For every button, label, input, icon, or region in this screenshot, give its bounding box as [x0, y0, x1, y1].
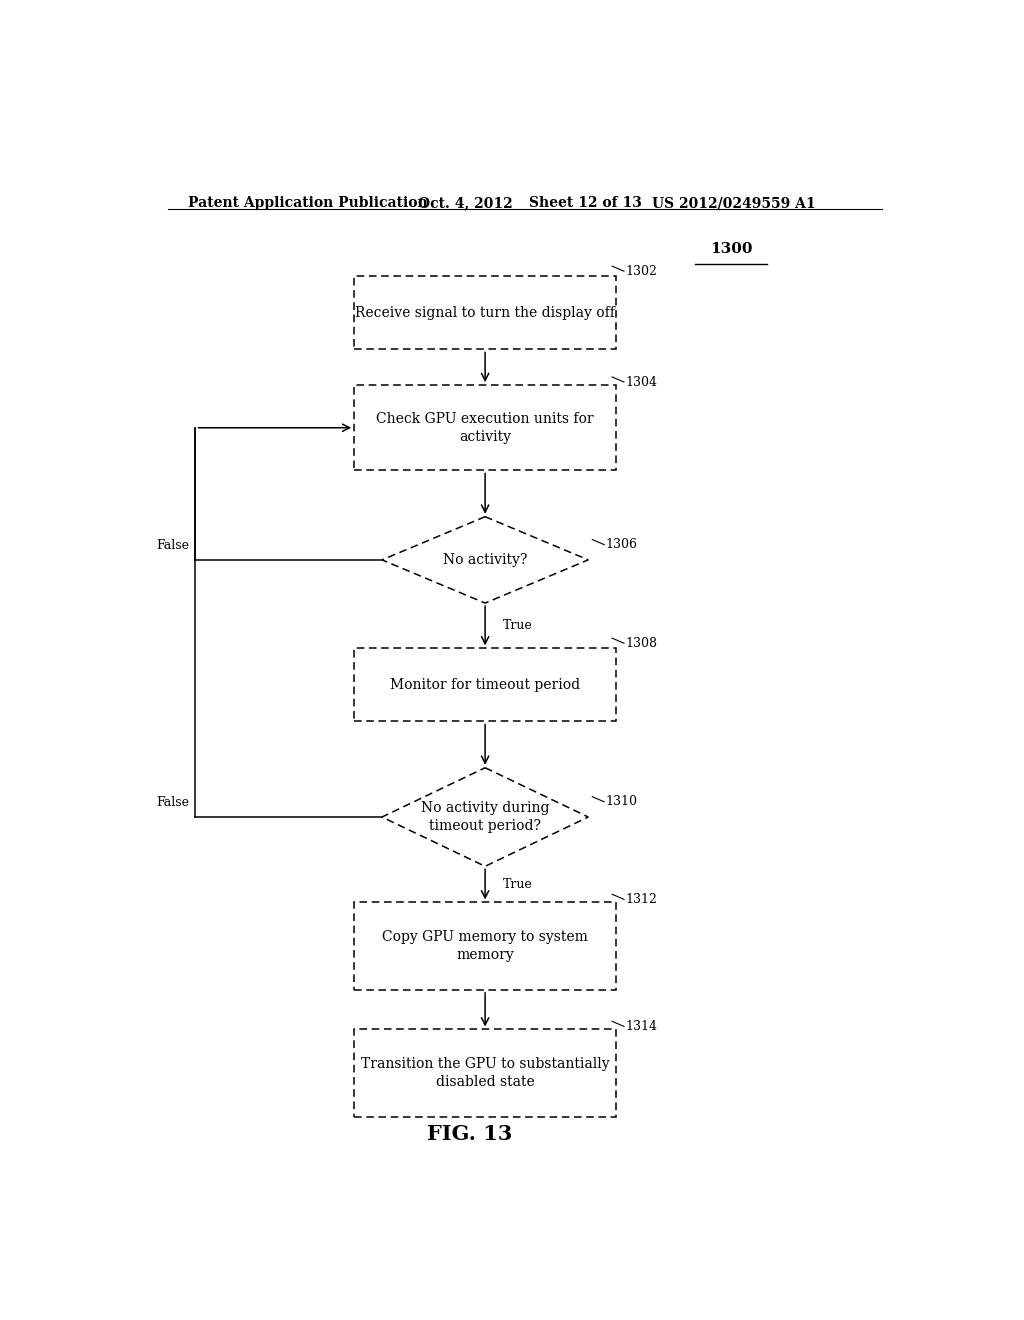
Text: 1302: 1302	[626, 265, 657, 277]
Text: Copy GPU memory to system
memory: Copy GPU memory to system memory	[382, 929, 588, 962]
FancyBboxPatch shape	[354, 1030, 616, 1117]
Text: True: True	[503, 878, 532, 891]
Text: US 2012/0249559 A1: US 2012/0249559 A1	[652, 195, 815, 210]
Text: False: False	[156, 796, 189, 809]
Text: No activity during
timeout period?: No activity during timeout period?	[421, 801, 549, 833]
Text: 1304: 1304	[626, 375, 657, 388]
Text: No activity?: No activity?	[443, 553, 527, 566]
Text: Monitor for timeout period: Monitor for timeout period	[390, 678, 581, 692]
Text: 1314: 1314	[626, 1020, 657, 1034]
Text: 1312: 1312	[626, 892, 657, 906]
FancyBboxPatch shape	[354, 648, 616, 722]
Text: True: True	[503, 619, 532, 632]
Text: Check GPU execution units for
activity: Check GPU execution units for activity	[376, 412, 594, 444]
Text: 1306: 1306	[606, 539, 638, 552]
Text: Oct. 4, 2012: Oct. 4, 2012	[418, 195, 512, 210]
Text: FIG. 13: FIG. 13	[427, 1125, 512, 1144]
Text: 1310: 1310	[606, 795, 638, 808]
Text: Sheet 12 of 13: Sheet 12 of 13	[528, 195, 642, 210]
Polygon shape	[382, 516, 588, 603]
FancyBboxPatch shape	[354, 385, 616, 470]
Text: 1300: 1300	[710, 242, 753, 256]
Text: Transition the GPU to substantially
disabled state: Transition the GPU to substantially disa…	[360, 1057, 609, 1089]
FancyBboxPatch shape	[354, 903, 616, 990]
FancyBboxPatch shape	[354, 276, 616, 350]
Text: Patent Application Publication: Patent Application Publication	[187, 195, 427, 210]
Text: 1308: 1308	[626, 636, 657, 649]
Text: False: False	[156, 539, 189, 552]
Text: Receive signal to turn the display off: Receive signal to turn the display off	[355, 306, 615, 319]
Polygon shape	[382, 768, 588, 866]
